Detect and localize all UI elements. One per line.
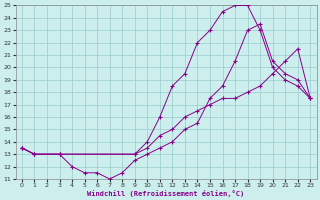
X-axis label: Windchill (Refroidissement éolien,°C): Windchill (Refroidissement éolien,°C) <box>87 190 245 197</box>
